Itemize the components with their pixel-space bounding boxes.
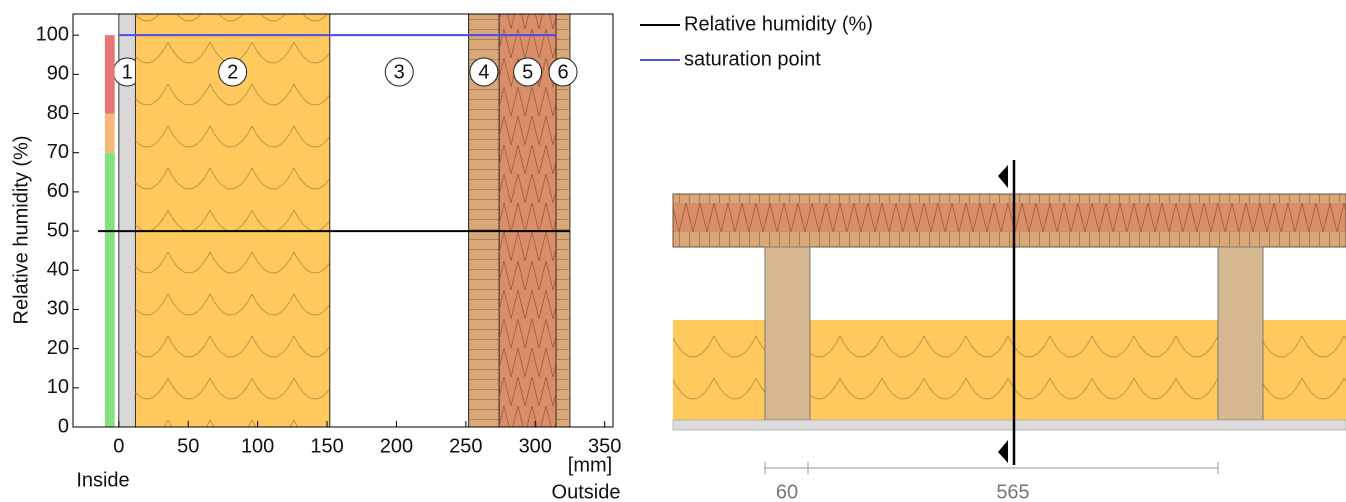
layer-badge xyxy=(548,57,578,87)
dimension-label: 565 xyxy=(996,481,1029,502)
joist xyxy=(764,246,811,421)
layer-number: 5 xyxy=(522,61,533,83)
x-tick-label: 100 xyxy=(241,435,274,457)
layer-number: 1 xyxy=(122,61,133,83)
x-tick-label: 0 xyxy=(113,435,124,457)
layer-number: 2 xyxy=(227,61,238,83)
legend-label: Relative humidity (%) xyxy=(684,13,873,35)
y-tick-label: 40 xyxy=(47,259,69,281)
layer-badge xyxy=(384,57,414,87)
x-tick-label: 350 xyxy=(588,435,621,457)
y-tick-label: 0 xyxy=(58,415,69,437)
dimension-label: 60 xyxy=(776,481,798,502)
dimension-line xyxy=(764,462,1219,474)
layer-number: 4 xyxy=(478,61,489,83)
y-tick-label: 80 xyxy=(47,102,69,124)
outside-label: Outside xyxy=(552,481,621,502)
x-tick-label: 300 xyxy=(519,435,552,457)
board xyxy=(672,419,1346,431)
y-tick-label: 10 xyxy=(47,376,69,398)
y-tick-label: 50 xyxy=(47,219,69,241)
humidity-zone xyxy=(104,35,115,114)
x-tick-label: 150 xyxy=(310,435,343,457)
slab-strip xyxy=(673,232,1346,247)
y-tick-label: 100 xyxy=(36,23,69,45)
fiber-hatch xyxy=(673,203,1346,232)
humidity-zone xyxy=(104,152,115,427)
x-tick-label: 250 xyxy=(449,435,482,457)
layer-hatch xyxy=(556,14,570,427)
y-tick-label: 30 xyxy=(47,298,69,320)
inside-label: Inside xyxy=(76,469,129,491)
y-axis-label: Relative humidity (%) xyxy=(10,136,32,325)
slab-outline xyxy=(672,193,1346,248)
unit-label: [mm] xyxy=(568,454,612,476)
legend-label: saturation point xyxy=(684,48,821,70)
layer-number: 6 xyxy=(557,61,568,83)
slab-strip xyxy=(673,194,1346,203)
layer-badge xyxy=(513,57,543,87)
joist xyxy=(1217,246,1264,421)
humidity-zone xyxy=(104,113,115,153)
y-tick-label: 20 xyxy=(47,337,69,359)
plot-frame xyxy=(72,13,614,428)
x-tick-label: 200 xyxy=(380,435,413,457)
layer-badge xyxy=(218,57,248,87)
legend: Relative humidity (%) saturation point xyxy=(640,13,873,70)
layer-number: 3 xyxy=(394,61,405,83)
cross-section: 60 565 xyxy=(672,160,1346,502)
y-tick-label: 70 xyxy=(47,141,69,163)
layer-badge xyxy=(469,57,499,87)
y-tick-label: 90 xyxy=(47,63,69,85)
x-tick-label: 50 xyxy=(177,435,199,457)
y-tick-label: 60 xyxy=(47,180,69,202)
